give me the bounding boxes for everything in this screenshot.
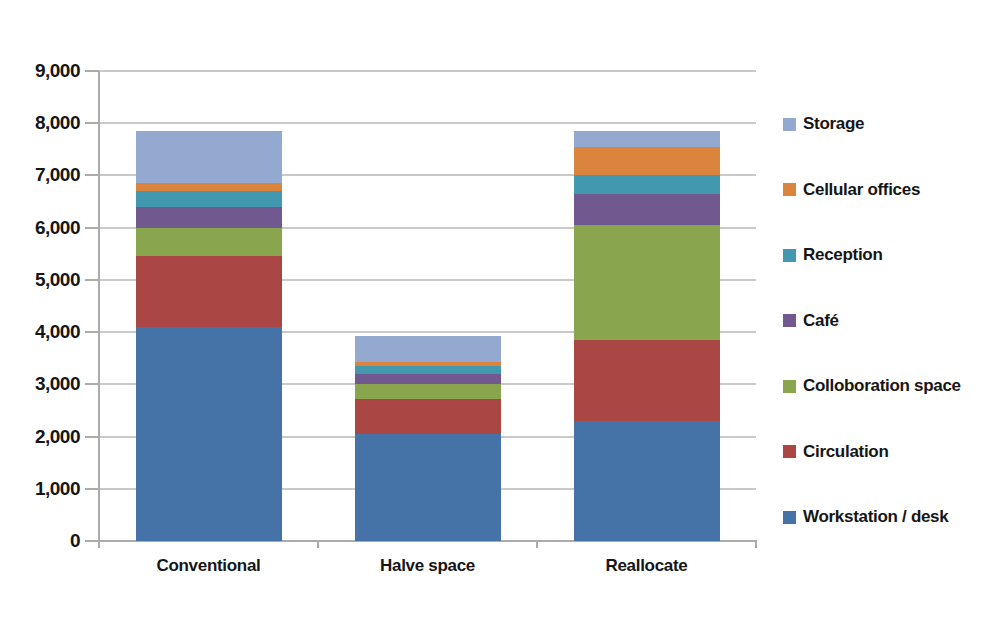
bar-segment-caf — [574, 194, 720, 225]
bar-segment-caf — [136, 207, 282, 228]
y-axis-tick-label: 6,000 — [8, 218, 80, 238]
y-axis-tick — [85, 488, 99, 490]
legend-swatch — [783, 183, 796, 196]
legend-label: Cellular offices — [803, 180, 920, 200]
legend-item: Storage — [783, 114, 864, 134]
x-axis-tick — [755, 541, 757, 548]
bar-segment-cellular-offices — [355, 362, 501, 366]
y-gridline — [99, 122, 756, 124]
y-gridline — [99, 70, 756, 72]
bar-segment-caf — [355, 374, 501, 384]
y-axis-tick-label: 9,000 — [8, 61, 80, 81]
bar-segment-colloboration-space — [574, 225, 720, 340]
legend-item: Café — [783, 311, 839, 331]
legend-item: Reception — [783, 245, 882, 265]
y-axis-tick — [85, 279, 99, 281]
legend-swatch — [783, 380, 796, 393]
legend-swatch — [783, 314, 796, 327]
y-axis-tick-label: 4,000 — [8, 322, 80, 342]
bar-segment-circulation — [136, 256, 282, 327]
legend-swatch — [783, 445, 796, 458]
legend-item: Cellular offices — [783, 180, 920, 200]
y-axis-tick-label: 2,000 — [8, 427, 80, 447]
y-axis-tick — [85, 174, 99, 176]
bar-segment-colloboration-space — [136, 228, 282, 257]
x-axis-category-label: Reallocate — [605, 556, 687, 576]
bar-segment-cellular-offices — [574, 147, 720, 176]
bar-segment-reception — [136, 191, 282, 207]
x-axis-category-label: Conventional — [156, 556, 260, 576]
y-axis-tick-label: 8,000 — [8, 113, 80, 133]
bar-segment-colloboration-space — [355, 384, 501, 398]
y-axis-line — [98, 71, 100, 543]
y-axis-tick — [85, 540, 99, 542]
legend-item: Colloboration space — [783, 376, 961, 396]
y-axis-tick — [85, 122, 99, 124]
bar-segment-storage — [136, 131, 282, 183]
legend-item: Workstation / desk — [783, 507, 948, 527]
y-axis-tick — [85, 436, 99, 438]
legend-label: Circulation — [803, 442, 889, 462]
x-axis-tick — [317, 541, 319, 548]
legend-item: Circulation — [783, 442, 889, 462]
bar-segment-storage — [355, 336, 501, 362]
bar-segment-cellular-offices — [136, 183, 282, 191]
x-axis-tick — [98, 541, 100, 548]
bar-segment-reception — [355, 366, 501, 374]
stacked-bar-chart: 0 1,000 2,000 3,000 4,000 5,000 6,000 7,000 8,00… — [0, 0, 1000, 621]
y-axis-tick-label: 0 — [8, 531, 80, 551]
bar-segment-reception — [574, 175, 720, 193]
y-axis-tick-label: 3,000 — [8, 374, 80, 394]
bar-segment-circulation — [574, 340, 720, 421]
y-axis-tick-label: 7,000 — [8, 165, 80, 185]
x-axis-category-label: Halve space — [380, 556, 475, 576]
legend-label: Reception — [803, 245, 882, 265]
x-axis-tick — [536, 541, 538, 548]
legend-label: Storage — [803, 114, 864, 134]
bar-segment-circulation — [355, 399, 501, 434]
y-axis-tick-label: 1,000 — [8, 479, 80, 499]
y-axis-tick — [85, 331, 99, 333]
legend-swatch — [783, 249, 796, 262]
legend-label: Workstation / desk — [803, 507, 948, 527]
y-axis-tick-label: 5,000 — [8, 270, 80, 290]
y-axis-tick — [85, 227, 99, 229]
y-axis-tick — [85, 70, 99, 72]
legend-label: Café — [803, 311, 839, 331]
bar-segment-workstation-desk — [136, 327, 282, 541]
legend-swatch — [783, 511, 796, 524]
bar-segment-workstation-desk — [355, 434, 501, 541]
bar-segment-workstation-desk — [574, 421, 720, 541]
legend-label: Colloboration space — [803, 376, 961, 396]
legend-swatch — [783, 118, 796, 131]
bar-segment-storage — [574, 131, 720, 147]
y-axis-tick — [85, 383, 99, 385]
